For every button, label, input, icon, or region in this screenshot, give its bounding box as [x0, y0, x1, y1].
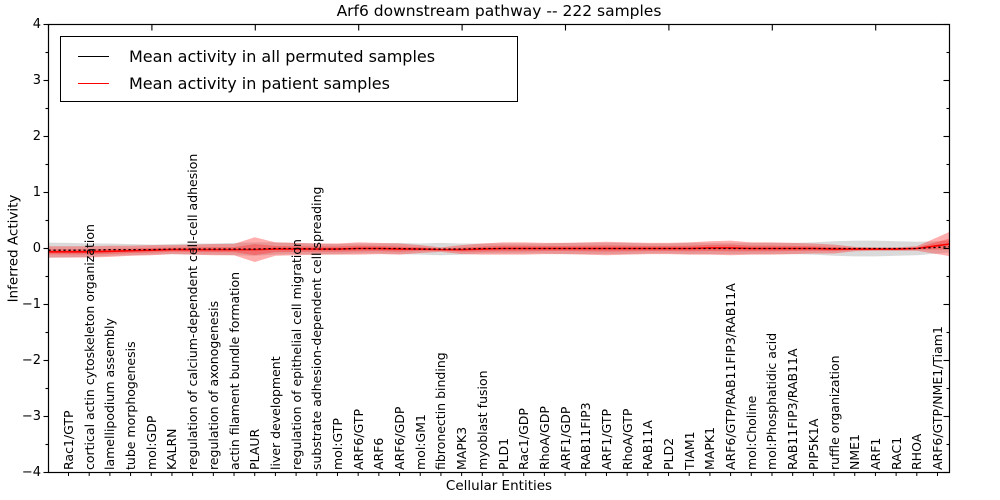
x-tick-label: MAPK3 [454, 426, 470, 470]
x-tick-label: tube morphogenesis [123, 341, 139, 470]
y-tick-label: 1 [32, 184, 41, 200]
y-tick-label: −1 [21, 296, 41, 312]
legend-label: Mean activity in patient samples [129, 73, 390, 93]
legend-item-patient: Mean activity in patient samples [61, 70, 517, 96]
x-tick-label: RhoA/GDP [536, 406, 552, 470]
permuted-line-sample [78, 55, 109, 57]
x-tick-label: PLAUR [247, 428, 263, 470]
x-tick-label: mol:Choline [743, 395, 759, 470]
x-tick-label: substrate adhesion-dependent cell spread… [309, 186, 325, 470]
patient-band-inner [48, 238, 950, 256]
chart-title: Arf6 downstream pathway -- 222 samples [336, 2, 662, 20]
x-tick-label: ARF1/GTP [598, 408, 614, 470]
x-tick-label: RAB11A [640, 420, 656, 470]
x-tick-label: ARF6 [371, 437, 387, 470]
x-tick-label: NME1 [847, 434, 863, 470]
x-tick-label: actin filament bundle formation [226, 271, 242, 470]
x-tick-label: KALRN [164, 428, 180, 470]
x-tick-label: TIAM1 [681, 431, 697, 470]
x-tick-label: mol:GDP [143, 415, 159, 470]
x-tick-label: ARF6/GTP [350, 408, 366, 470]
patient-band-outer [48, 231, 950, 262]
x-tick-label: MAPK1 [702, 426, 718, 470]
y-tick-label: 4 [32, 16, 41, 32]
x-tick-label: PIP5K1A [805, 418, 821, 470]
x-tick-label: RAB11FIP3 [578, 402, 594, 470]
x-tick-label: mol:GM1 [412, 414, 428, 470]
y-tick-label: 0 [32, 240, 41, 256]
permuted-mean-line [48, 246, 950, 251]
x-tick-label: regulation of calcium-dependent cell-cel… [185, 153, 201, 470]
x-tick-label: PLD1 [495, 437, 511, 470]
y-tick-label: 3 [32, 72, 41, 88]
y-tick-label: −3 [21, 408, 41, 424]
x-tick-label: Rac1/GDP [516, 408, 532, 470]
x-tick-label: ARF1 [867, 437, 883, 470]
y-tick-label: 2 [32, 128, 41, 144]
x-tick-label: RHOA [909, 433, 925, 470]
x-tick-label: lamellipodium assembly [102, 318, 118, 470]
legend-item-permuted: Mean activity in all permuted samples [61, 43, 517, 69]
x-tick-label: ARF6/GDP [392, 406, 408, 470]
patient-line-sample [78, 82, 109, 84]
x-tick-label: RAC1 [888, 436, 904, 470]
x-tick-label: RAB11FIP3/RAB11A [785, 348, 801, 470]
x-tick-label: ARF6/GTP/NME1/Tiam1 [930, 326, 945, 470]
x-tick-label: ARF1/GDP [557, 406, 573, 470]
x-tick-label: cortical actin cytoskeleton organization [81, 224, 97, 470]
x-axis-label: Cellular Entities [445, 478, 553, 494]
x-tick-label: mol:Phosphatidic acid [764, 332, 780, 470]
x-tick-label: RhoA/GTP [619, 408, 635, 470]
legend-label: Mean activity in all permuted samples [129, 46, 436, 66]
x-tick-label: ruffle organization [826, 355, 842, 470]
x-tick-label: regulation of axonogenesis [205, 300, 221, 470]
x-tick-label: regulation of epithelial cell migration [288, 239, 304, 470]
x-tick-label: fibronectin binding [433, 352, 449, 470]
x-tick-label: myoblast fusion [474, 370, 490, 470]
x-tick-label: PLD2 [661, 437, 677, 470]
legend: Mean activity in all permuted samples Me… [60, 36, 518, 102]
y-tick-label: −4 [21, 464, 41, 480]
x-tick-label: mol:GTP [329, 418, 345, 470]
x-tick-label: ARF6/GTP/RAB11FIP3/RAB11A [723, 283, 739, 470]
y-tick-label: −2 [21, 352, 41, 368]
x-tick-label: liver development [267, 356, 283, 470]
x-tick-label: Rac1/GTP [61, 410, 76, 470]
